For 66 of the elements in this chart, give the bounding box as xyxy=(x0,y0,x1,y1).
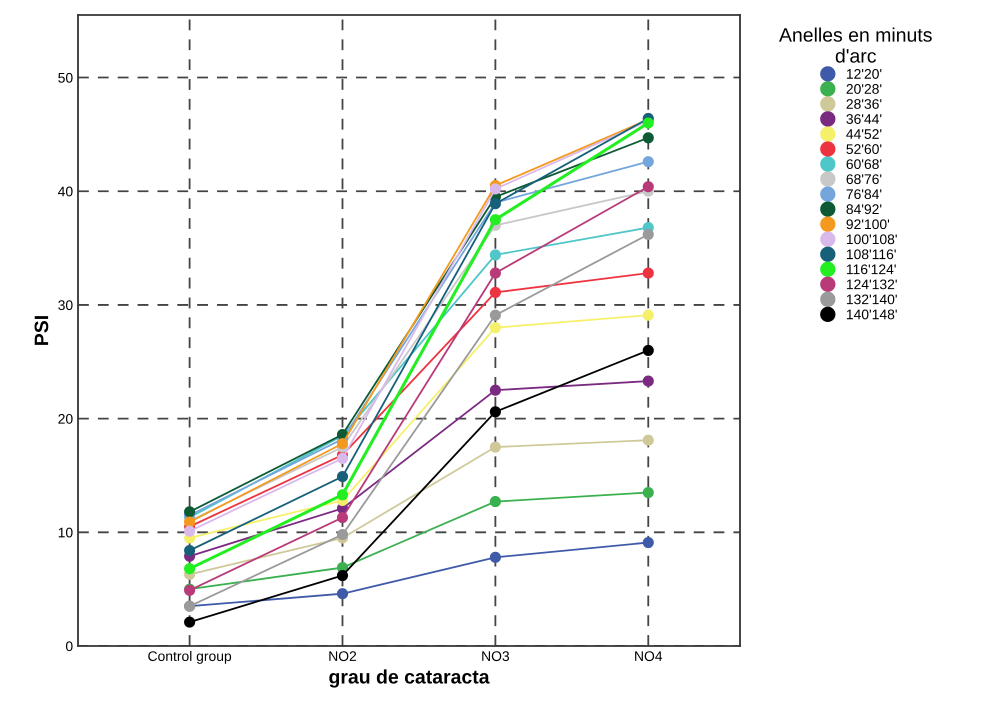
point xyxy=(642,156,654,168)
point xyxy=(642,486,654,498)
point xyxy=(336,452,348,464)
y-tick-label: 50 xyxy=(58,72,73,83)
legend-label: 28'36' xyxy=(846,99,882,109)
legend-label: 124'132' xyxy=(846,279,897,290)
point xyxy=(336,588,348,600)
point xyxy=(490,384,501,396)
point xyxy=(642,181,654,192)
legend-label: 52'60' xyxy=(846,144,882,154)
point xyxy=(336,489,348,500)
y-tick-label: 10 xyxy=(58,528,73,538)
point xyxy=(490,268,501,279)
point xyxy=(336,529,348,540)
point xyxy=(490,183,501,195)
x-tick-label: NO4 xyxy=(635,651,662,662)
point xyxy=(490,496,501,508)
x-tick-label: NO2 xyxy=(329,651,356,662)
legend-label: 108'116' xyxy=(846,249,896,260)
y-tick-label: 20 xyxy=(58,414,73,424)
point xyxy=(642,434,654,446)
legend-label: 76'84' xyxy=(846,189,882,200)
legend-label: 68'76' xyxy=(846,174,882,184)
y-tick-label: 30 xyxy=(58,300,73,310)
legend-label: 100'108' xyxy=(846,234,897,244)
legend-label: 132'140' xyxy=(846,294,897,304)
point xyxy=(642,117,654,129)
point xyxy=(642,344,654,356)
legend-label: 60'68' xyxy=(846,159,882,170)
point xyxy=(490,322,501,334)
legend-label: 36'44' xyxy=(846,114,882,124)
legend-label: 116'124' xyxy=(846,264,896,274)
x-axis-title: grau de cataracta xyxy=(329,669,490,688)
point xyxy=(490,310,501,321)
legend-label: 92'100' xyxy=(846,219,890,230)
legend-label: 20'28' xyxy=(846,84,882,94)
point xyxy=(336,438,348,450)
point xyxy=(336,471,348,482)
point xyxy=(490,214,501,226)
point xyxy=(490,406,501,418)
point xyxy=(642,376,654,387)
y-axis-title: PSI xyxy=(34,316,48,345)
point xyxy=(184,563,196,574)
point xyxy=(490,441,501,453)
x-tick-label: Control group xyxy=(148,650,232,664)
point xyxy=(490,286,501,298)
point xyxy=(642,228,654,240)
point xyxy=(642,132,654,144)
legend-label: 84'92' xyxy=(846,204,882,214)
point xyxy=(336,512,348,524)
y-tick-label: 40 xyxy=(58,186,73,196)
legend-label: 140'148' xyxy=(846,310,897,320)
point xyxy=(642,536,654,548)
point xyxy=(336,570,348,582)
point xyxy=(184,616,196,628)
legend-label: 12'20' xyxy=(846,69,882,79)
point xyxy=(490,552,501,563)
point xyxy=(642,310,654,321)
point xyxy=(184,526,196,537)
y-tick-label: 0 xyxy=(66,641,73,652)
point xyxy=(184,544,196,556)
point xyxy=(642,268,654,279)
x-tick-label: NO3 xyxy=(482,651,510,662)
legend-label: 44'52' xyxy=(846,129,882,139)
legend-title: Anelles en minuts d'arc xyxy=(779,28,932,63)
point xyxy=(490,249,501,260)
